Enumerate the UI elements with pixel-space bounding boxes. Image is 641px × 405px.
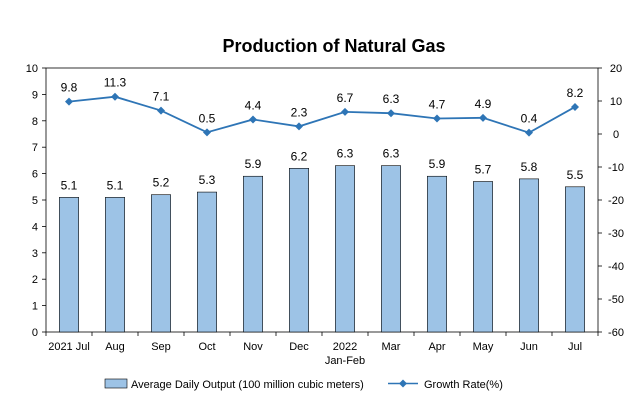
left-tick-label: 5 xyxy=(32,195,38,207)
line-point xyxy=(157,106,165,115)
line-value-label: 6.3 xyxy=(383,92,400,106)
bar-value-label: 5.9 xyxy=(245,157,262,171)
bar-value-label: 6.3 xyxy=(383,147,400,161)
bar-value-label: 5.1 xyxy=(107,178,124,192)
line-point xyxy=(341,107,349,116)
line-value-label: 4.7 xyxy=(429,97,446,111)
line-point xyxy=(295,122,303,131)
x-tick-label: Aug xyxy=(105,341,125,353)
right-tick-label: 0 xyxy=(613,129,619,141)
line-point xyxy=(433,114,441,123)
chart-title: Production of Natural Gas xyxy=(222,36,445,56)
line-point xyxy=(479,113,487,122)
x-tick-label: Sep xyxy=(151,341,171,353)
right-tick-label: 10 xyxy=(610,96,622,108)
legend: Average Daily Output (100 million cubic … xyxy=(104,378,503,391)
bar xyxy=(105,197,125,333)
right-tick-label: -20 xyxy=(608,195,624,207)
bar xyxy=(243,175,263,333)
x-tick-label: May xyxy=(473,341,494,353)
bar xyxy=(335,165,355,333)
bar-value-label: 6.3 xyxy=(337,147,354,161)
bar-value-label: 5.9 xyxy=(429,157,446,171)
right-tick-label: -10 xyxy=(608,162,624,174)
growth-line xyxy=(68,95,576,134)
line-value-label: 2.3 xyxy=(291,105,308,119)
right-tick-label: -50 xyxy=(608,294,624,306)
right-tick-label: -40 xyxy=(608,261,624,273)
left-tick-label: 6 xyxy=(32,169,38,181)
left-tick-label: 9 xyxy=(32,89,38,101)
line-point xyxy=(65,97,73,106)
bar-value-label: 5.5 xyxy=(567,168,584,182)
left-tick-label: 1 xyxy=(32,301,38,313)
line-value-label: 9.8 xyxy=(61,81,78,95)
line-value-label: 8.2 xyxy=(567,86,584,100)
bar xyxy=(151,194,171,333)
right-tick-label: 20 xyxy=(610,63,622,75)
legend-bar-swatch xyxy=(104,378,128,389)
line-value-label: 6.7 xyxy=(337,91,354,105)
bar-value-label: 5.3 xyxy=(199,173,216,187)
left-tick-label: 7 xyxy=(32,142,38,154)
bar xyxy=(289,168,309,333)
line-point xyxy=(249,115,257,124)
line-value-label: 4.4 xyxy=(245,98,262,112)
bar-value-label: 5.8 xyxy=(521,160,538,174)
bar xyxy=(473,181,493,333)
right-tick-label: -30 xyxy=(608,228,624,240)
left-tick-label: 8 xyxy=(32,116,38,128)
line-point xyxy=(111,92,119,101)
legend-bar-label: Average Daily Output (100 million cubic … xyxy=(131,379,364,391)
x-tick-label: Jul xyxy=(568,341,582,353)
line-value-label: 0.4 xyxy=(521,112,538,126)
x-tick-label: Dec xyxy=(289,341,309,353)
left-tick-label: 0 xyxy=(32,327,38,339)
line-value-label: 7.1 xyxy=(153,90,170,104)
bar xyxy=(59,197,79,333)
line-point xyxy=(525,128,533,137)
x-tick-label: 2022 xyxy=(333,341,357,353)
bar xyxy=(427,175,447,333)
left-tick-label: 10 xyxy=(26,63,38,75)
legend-line-marker xyxy=(399,379,407,388)
bar xyxy=(519,178,539,333)
line-value-label: 4.9 xyxy=(475,97,492,111)
line-point xyxy=(571,102,579,111)
x-tick-label: Oct xyxy=(198,341,215,353)
x-tick-label: Mar xyxy=(382,341,401,353)
left-tick-label: 3 xyxy=(32,248,38,260)
bar-value-label: 5.1 xyxy=(61,178,78,192)
bar xyxy=(565,186,585,333)
left-tick-label: 4 xyxy=(32,221,38,233)
line-value-label: 11.3 xyxy=(104,76,127,90)
line-series: 9.8 11.3 7.1 0.5 4.4 2.3 6.7 6.3 4.7 4.9 0.4 8.2 xyxy=(61,76,584,137)
bar-value-label: 6.2 xyxy=(291,149,308,163)
legend-line-label: Growth Rate(%) xyxy=(424,379,503,391)
bar-value-label: 5.7 xyxy=(475,163,492,177)
bar xyxy=(197,191,217,333)
line-value-label: 0.5 xyxy=(199,111,216,125)
plot-frame xyxy=(45,67,599,333)
bar-series: 5.1 5.1 5.2 5.3 5.9 6.2 6.3 6.3 5.9 5.7 5.8 5.5 xyxy=(59,147,585,333)
bar xyxy=(381,165,401,333)
x-tick-sublabel: Jan-Feb xyxy=(325,355,365,367)
x-tick-label: Jun xyxy=(520,341,538,353)
line-point xyxy=(387,109,395,118)
line-point xyxy=(203,128,211,137)
left-tick-label: 2 xyxy=(32,274,38,286)
x-tick-label: Nov xyxy=(243,341,263,353)
x-tick-label: 2021 Jul xyxy=(48,341,90,353)
x-tick-label: Apr xyxy=(428,341,445,353)
right-tick-label: -60 xyxy=(608,327,624,339)
axes: 0 1 2 3 4 5 6 7 8 9 10 -60 -50 -40 -30 -20 -10 0 10 20 2021 … xyxy=(26,63,624,367)
bar-value-label: 5.2 xyxy=(153,176,170,190)
